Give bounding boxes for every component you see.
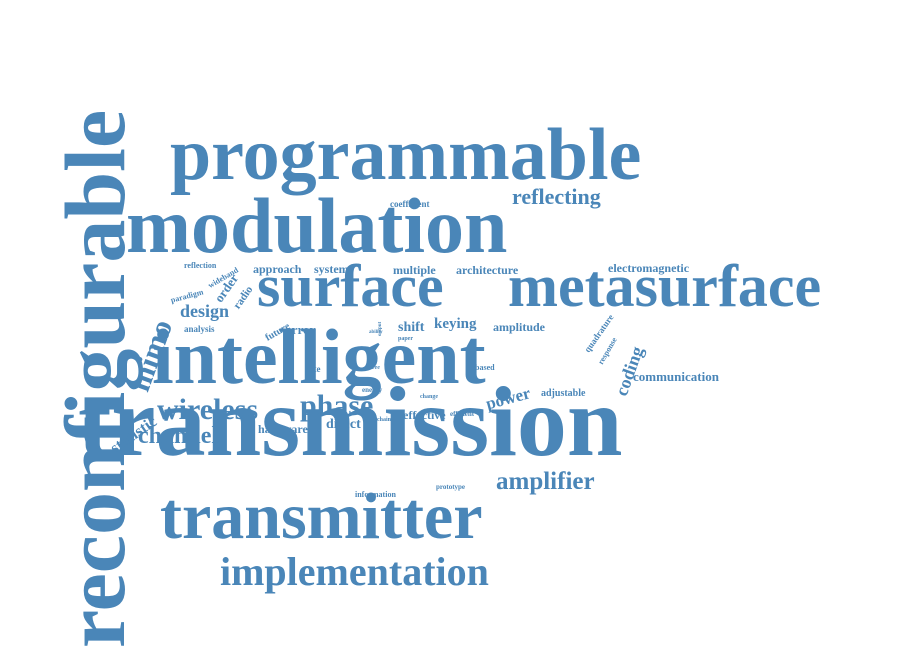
word-radio: radio xyxy=(231,283,256,312)
word-implementation: implementation xyxy=(220,549,489,594)
word-wireless: wireless xyxy=(157,393,259,426)
word-modulation: modulation xyxy=(126,182,508,269)
word-amplitude: amplitude xyxy=(493,320,546,334)
word-output: output xyxy=(378,321,383,336)
word-reflecting: reflecting xyxy=(512,184,601,209)
word-system: system xyxy=(314,262,349,276)
word-phase: phase xyxy=(300,389,374,422)
word-architecture: architecture xyxy=(456,263,519,277)
word-metasurface: metasurface xyxy=(508,253,822,319)
word-multiple: multiple xyxy=(393,263,436,277)
word-design: design xyxy=(180,301,230,321)
word-response: response xyxy=(596,335,619,366)
word-shift: shift xyxy=(398,320,425,335)
word-paper: paper xyxy=(398,336,413,342)
word-error: error xyxy=(286,322,316,337)
word-direct: direct xyxy=(326,417,361,432)
word-prototype: prototype xyxy=(436,483,466,491)
word-ability: ability xyxy=(369,330,383,335)
word-communication: communication xyxy=(633,369,719,384)
word-chain: chain xyxy=(377,417,392,423)
word-hardware: hardware xyxy=(258,422,308,436)
word-information: information xyxy=(355,490,396,499)
word-reflection: reflection xyxy=(184,261,217,270)
word-electromagnetic: electromagnetic xyxy=(608,261,690,275)
word-channel: channel xyxy=(138,423,219,449)
word-keying: keying xyxy=(434,316,477,332)
word-efficient: efficient xyxy=(450,410,475,418)
word-transmitter: transmitter xyxy=(160,480,483,553)
word-intelligent: intelligent xyxy=(152,313,486,400)
word-surface: surface xyxy=(257,253,444,319)
word-programmable: programmable xyxy=(170,114,642,196)
word-adjustable: adjustable xyxy=(541,388,586,399)
word-amplifier: amplifier xyxy=(496,468,595,495)
word-rate: rate xyxy=(305,364,321,374)
word-coefficient: coefficient xyxy=(390,199,430,209)
word-approach: approach xyxy=(253,262,302,276)
word-change: change xyxy=(420,394,438,400)
word-analysis: analysis xyxy=(184,324,215,334)
word-based: based xyxy=(475,363,495,372)
word-transmission: transmission xyxy=(78,366,623,477)
word-effective: effective xyxy=(403,408,446,422)
word-free: free xyxy=(370,365,380,371)
word-energy: energy xyxy=(362,386,383,394)
